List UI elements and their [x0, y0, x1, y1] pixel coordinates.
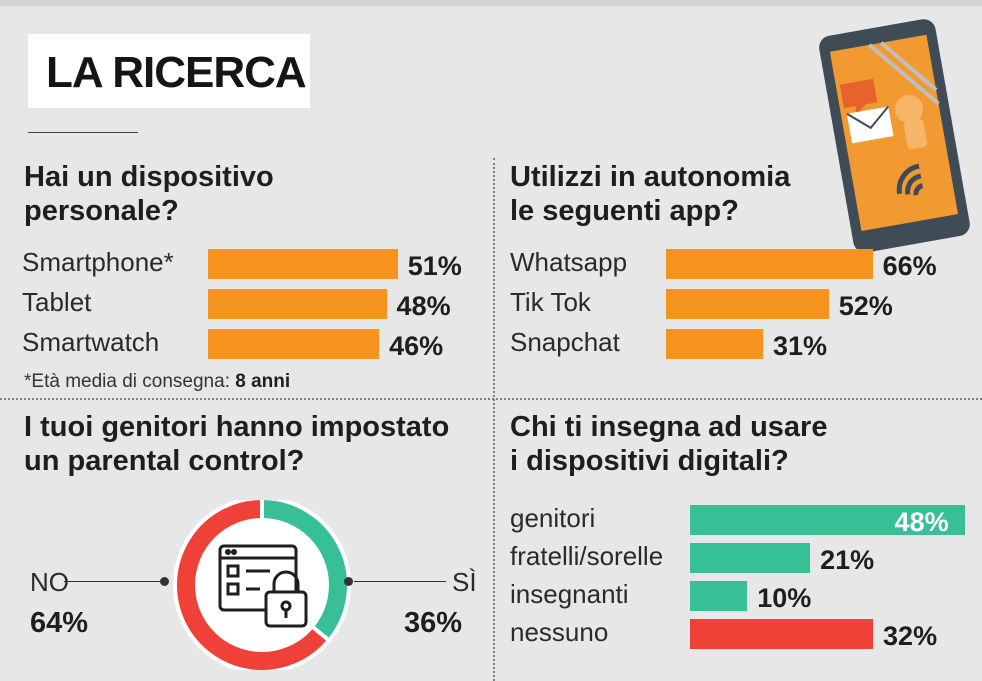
bar	[666, 249, 873, 279]
donut-hole	[195, 518, 329, 652]
parental-donut-chart	[173, 500, 351, 670]
apps-question-line2: le seguenti app?	[510, 195, 739, 227]
bar-label: Tablet	[22, 287, 92, 317]
checklist-lock-icon	[218, 544, 308, 628]
bar	[208, 289, 387, 319]
vertical-divider	[493, 158, 495, 681]
si-connector-line	[354, 581, 446, 582]
bar-label: nessuno	[510, 617, 609, 647]
donut-value-si: 36%	[404, 607, 463, 639]
bar	[690, 543, 811, 573]
teachers-question: Chi ti insegna ad usare i dispositivi di…	[510, 410, 827, 478]
bar-value-label: 66%	[882, 251, 937, 281]
device-note: *Età media di consegna: 8 anni	[24, 371, 290, 393]
bar-value-label: 46%	[389, 331, 444, 361]
bar	[690, 505, 965, 535]
horizontal-divider	[0, 398, 982, 400]
device-question-line2: personale?	[24, 195, 179, 227]
apps-question-line1: Utilizzi in autonomia	[510, 161, 791, 193]
bar-label: genitori	[510, 503, 596, 533]
page-title: LA RICERCA	[46, 48, 307, 97]
bar-label: Whatsapp	[510, 247, 628, 277]
bar-value-label: 10%	[757, 583, 812, 613]
title-rule	[28, 132, 138, 133]
bar-value-label: 48%	[894, 507, 949, 537]
bar	[666, 289, 829, 319]
bar	[690, 619, 874, 649]
parental-question: I tuoi genitori hanno impostato un paren…	[24, 410, 449, 478]
bar-label: Smartphone*	[22, 247, 174, 277]
bar	[666, 329, 764, 359]
bar	[208, 329, 380, 359]
device-question: Hai un dispositivo personale?	[24, 160, 274, 228]
no-connector-line	[64, 581, 166, 582]
top-border	[0, 0, 982, 6]
bar-value-label: 32%	[883, 621, 938, 651]
bar	[208, 249, 398, 279]
bar-label: Smartwatch	[22, 327, 160, 357]
teachers-question-line1: Chi ti insegna ad usare	[510, 411, 828, 443]
note-value: 8 anni	[235, 371, 291, 392]
bar-label: Tik Tok	[510, 287, 591, 317]
bar-label: Snapchat	[510, 327, 620, 357]
bar-value-label: 31%	[773, 331, 828, 361]
bar-value-label: 51%	[407, 251, 462, 281]
donut-label-no: NO	[30, 567, 69, 597]
title-box: LA RICERCA	[28, 34, 310, 108]
donut-value-no: 64%	[30, 607, 89, 639]
bar-label: fratelli/sorelle	[510, 541, 664, 571]
bar-value-label: 48%	[396, 291, 451, 321]
smartphone-illustration-icon	[819, 19, 970, 253]
apps-question: Utilizzi in autonomia le seguenti app?	[510, 160, 790, 228]
device-question-line1: Hai un dispositivo	[24, 161, 274, 193]
bar-label: insegnanti	[510, 579, 629, 609]
donut-label-si: SÌ	[452, 567, 477, 597]
bar	[690, 581, 748, 611]
teachers-question-line2: i dispositivi digitali?	[510, 445, 789, 477]
bar-value-label: 21%	[820, 545, 875, 575]
note-text: *Età media di consegna:	[24, 371, 230, 392]
si-connector-dot	[344, 577, 353, 586]
no-connector-dot	[160, 577, 169, 586]
parental-question-line1: I tuoi genitori hanno impostato	[24, 411, 450, 443]
parental-question-line2: un parental control?	[24, 445, 305, 477]
bar-value-label: 52%	[838, 291, 893, 321]
